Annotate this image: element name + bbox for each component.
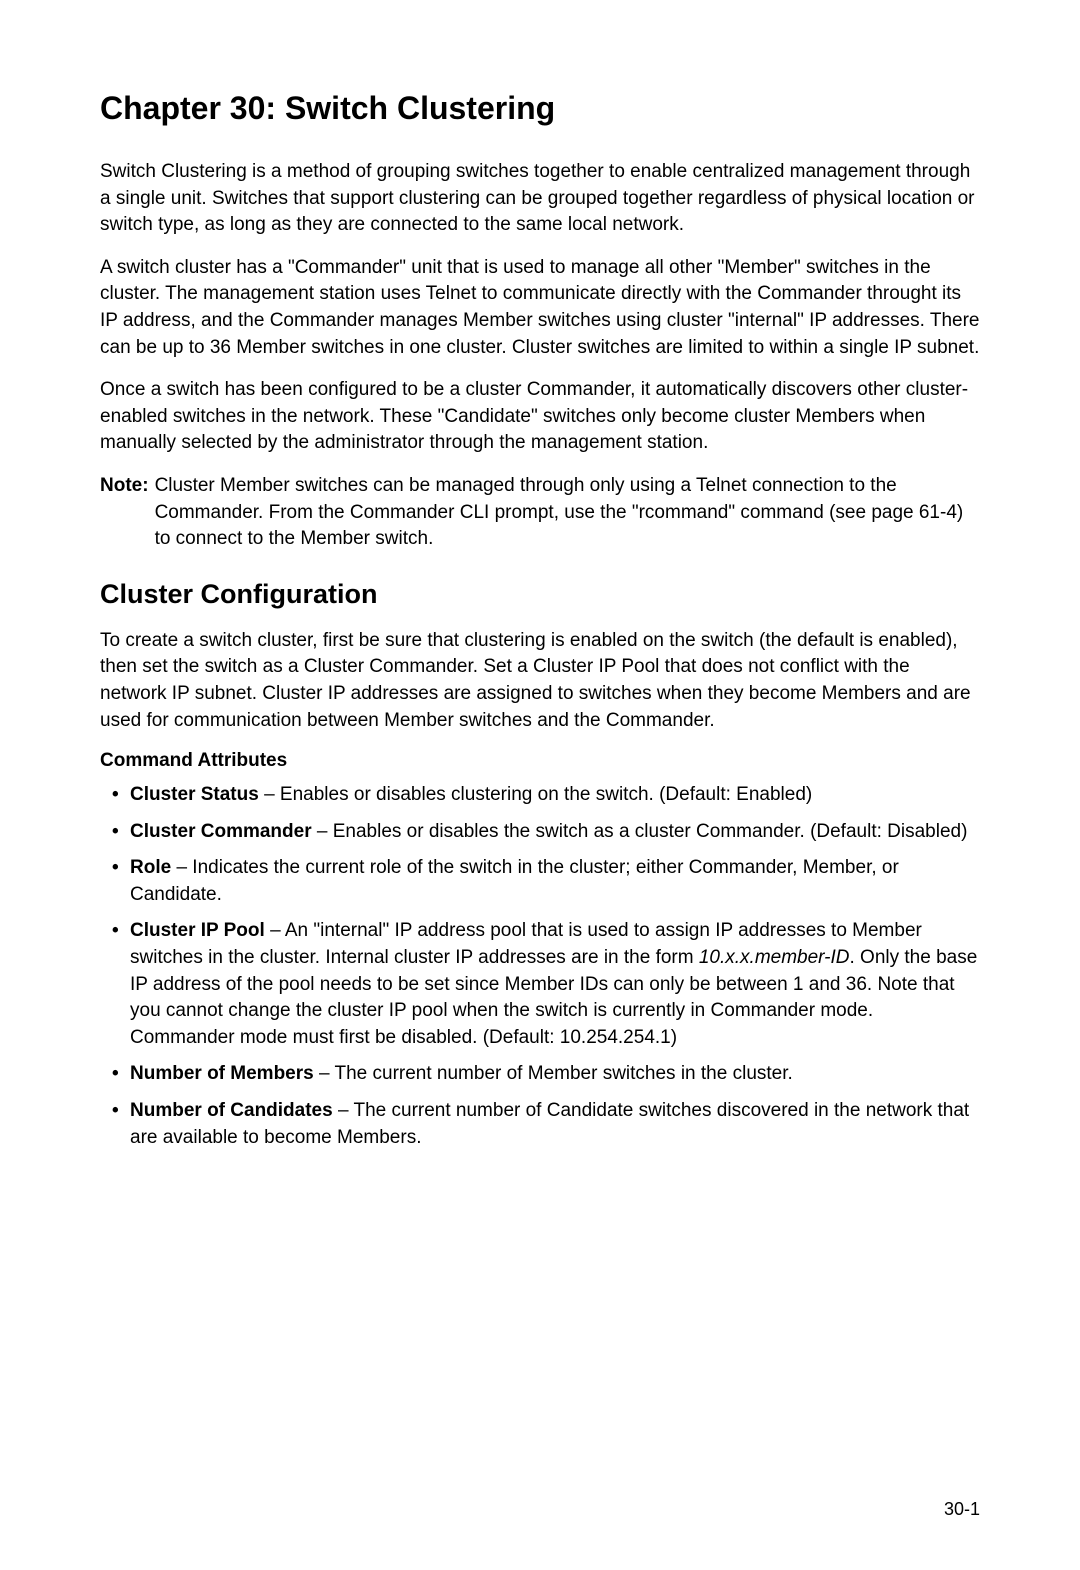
attr-italic: 10.x.x.member-ID bbox=[699, 947, 850, 968]
list-item: Cluster Commander – Enables or disables … bbox=[100, 819, 980, 846]
section-title: Cluster Configuration bbox=[100, 579, 980, 610]
chapter-title: Chapter 30: Switch Clustering bbox=[100, 90, 980, 127]
attr-desc: – Indicates the current role of the swit… bbox=[130, 857, 899, 905]
list-item: Number of Candidates – The current numbe… bbox=[100, 1098, 980, 1151]
attr-desc: – The current number of Member switches … bbox=[314, 1063, 793, 1084]
section-intro: To create a switch cluster, first be sur… bbox=[100, 628, 980, 734]
attr-desc: – Enables or disables the switch as a cl… bbox=[312, 821, 968, 842]
attr-desc: – Enables or disables clustering on the … bbox=[259, 784, 812, 805]
list-item: Number of Members – The current number o… bbox=[100, 1061, 980, 1088]
note-text: Cluster Member switches can be managed t… bbox=[155, 473, 980, 553]
list-item: Cluster Status – Enables or disables clu… bbox=[100, 782, 980, 809]
command-attributes-list: Cluster Status – Enables or disables clu… bbox=[100, 782, 980, 1151]
attr-name: Cluster IP Pool bbox=[130, 920, 265, 941]
note-label: Note: bbox=[100, 473, 149, 553]
subsection-title: Command Attributes bbox=[100, 750, 980, 772]
intro-paragraph-2: A switch cluster has a "Commander" unit … bbox=[100, 255, 980, 361]
list-item: Role – Indicates the current role of the… bbox=[100, 855, 980, 908]
intro-paragraph-3: Once a switch has been configured to be … bbox=[100, 377, 980, 457]
attr-name: Cluster Status bbox=[130, 784, 259, 805]
note-block: Note: Cluster Member switches can be man… bbox=[100, 473, 980, 553]
attr-name: Number of Members bbox=[130, 1063, 314, 1084]
attr-name: Number of Candidates bbox=[130, 1100, 333, 1121]
attr-name: Cluster Commander bbox=[130, 821, 312, 842]
list-item: Cluster IP Pool – An "internal" IP addre… bbox=[100, 918, 980, 1051]
intro-paragraph-1: Switch Clustering is a method of groupin… bbox=[100, 159, 980, 239]
page-number: 30-1 bbox=[944, 1499, 980, 1520]
attr-name: Role bbox=[130, 857, 171, 878]
